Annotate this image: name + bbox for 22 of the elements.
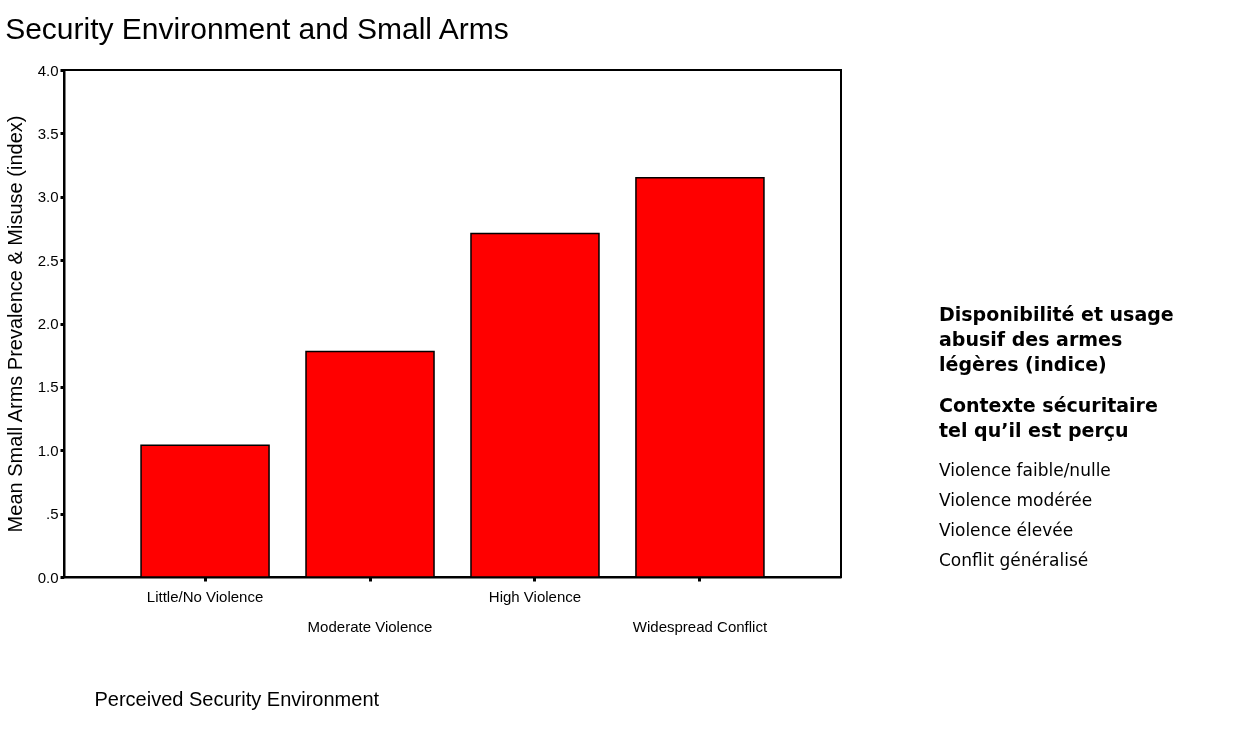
text: Violence modérée: [939, 490, 1093, 510]
y-tick-label: 3.0: [37, 188, 59, 206]
y-tick-label: 2.0: [37, 315, 59, 332]
x-axis-title: Perceived Security Environment: [94, 687, 380, 710]
text: Disponibilité et usage abusif des armes légères (indice): [939, 303, 1174, 375]
text: Violence élevée: [939, 520, 1074, 540]
x-tick-label: Widespread Conflict: [632, 617, 768, 635]
chart-title: Security Environment and Small Arms: [5, 12, 509, 45]
y-tick-label: 2.5: [37, 251, 59, 269]
y-axis-title: Mean Small Arms Prevalence & Misuse (index): [3, 115, 26, 533]
x-tick-label: High Violence: [488, 587, 582, 605]
y-tick-label: 3.5: [37, 124, 59, 142]
text: Contexte sécuritaire tel qu’il est perçu: [939, 394, 1158, 441]
y-tick-label: 0.0: [37, 568, 59, 586]
text: Conflit généralisé: [939, 550, 1089, 570]
x-tick-label: Moderate Violence: [307, 617, 433, 635]
x-tick-label: Little/No Violence: [146, 587, 264, 605]
text: Violence faible/nulle: [939, 460, 1111, 480]
y-tick-label: 1.5: [37, 378, 59, 396]
y-tick-label: 4.0: [37, 61, 59, 79]
y-tick-label: .5: [45, 505, 59, 523]
y-tick-label: 1.0: [37, 441, 59, 459]
